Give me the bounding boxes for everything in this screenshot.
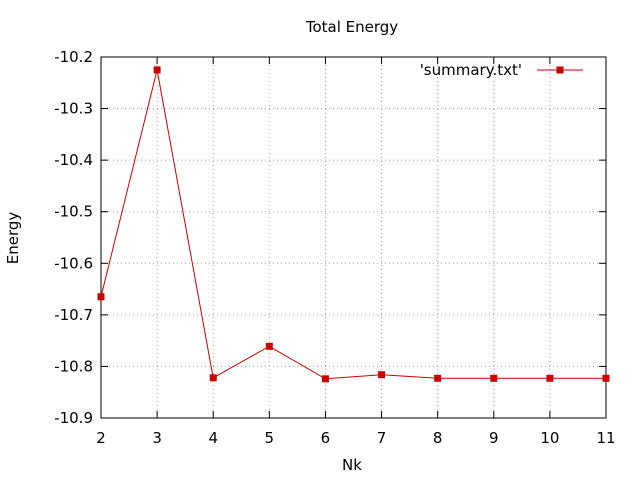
x-tick-label: 9 — [489, 429, 499, 447]
chart-title: Total Energy — [305, 18, 398, 36]
legend-label: 'summary.txt' — [420, 61, 522, 79]
y-tick-label: -10.7 — [54, 306, 93, 324]
data-point — [153, 66, 161, 74]
data-point — [265, 342, 273, 350]
y-tick-label: -10.6 — [54, 254, 93, 272]
data-point — [602, 374, 610, 382]
data-point — [321, 375, 329, 383]
series-line — [100, 69, 606, 380]
x-axis-label: Nk — [342, 456, 362, 474]
data-point — [490, 374, 498, 382]
y-tick-label: -10.4 — [54, 151, 93, 169]
x-tick-label: 10 — [540, 429, 559, 447]
tick-labels: 2 3 4 5 6 7 8 9 10 11 -10.9 -10.8 -10.7 -10.6 -10.5 -10… — [54, 48, 615, 447]
y-tick-label: -10.8 — [54, 357, 93, 375]
x-tick-label: 5 — [265, 429, 275, 447]
data-point — [209, 374, 217, 382]
data-point — [378, 371, 386, 379]
legend-marker — [556, 66, 564, 74]
x-tick-label: 4 — [208, 429, 218, 447]
data-point — [434, 374, 442, 382]
y-tick-label: -10.3 — [54, 100, 93, 118]
y-axis-label: Energy — [4, 212, 22, 265]
x-tick-label: 3 — [152, 429, 162, 447]
grid-lines — [101, 57, 606, 418]
x-tick-label: 6 — [321, 429, 331, 447]
y-tick-label: -10.2 — [54, 48, 93, 66]
legend: 'summary.txt' — [420, 61, 583, 79]
x-tick-label: 2 — [96, 429, 106, 447]
data-point — [97, 293, 105, 301]
series-layer — [97, 66, 610, 383]
data-point — [546, 374, 554, 382]
y-tick-label: -10.9 — [54, 409, 93, 427]
y-tick-label: -10.5 — [54, 203, 93, 221]
x-tick-label: 8 — [433, 429, 443, 447]
axis-ticks — [100, 56, 607, 419]
x-tick-label: 7 — [377, 429, 387, 447]
x-tick-label: 11 — [596, 429, 615, 447]
plot-frame — [100, 56, 607, 419]
